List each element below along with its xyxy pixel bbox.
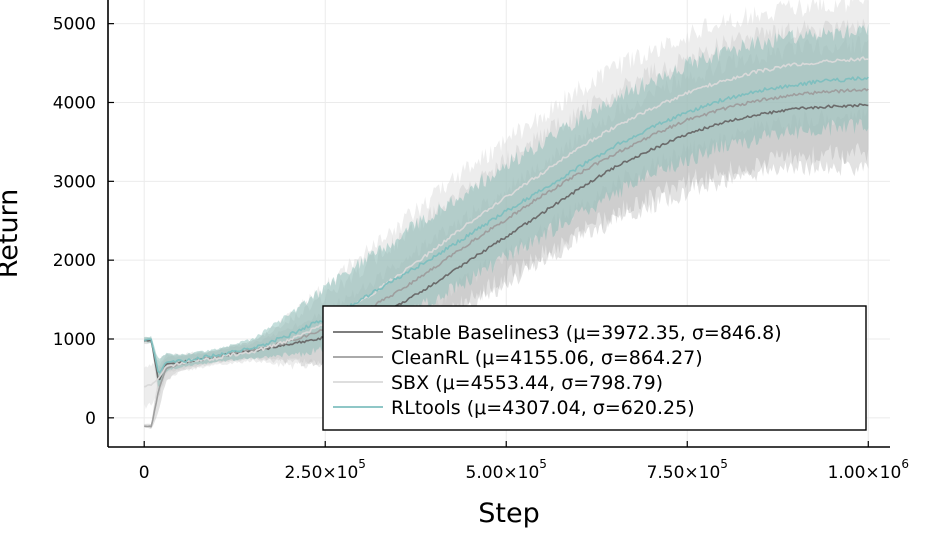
legend-label-2: SBX (μ=4553.44, σ=798.79)	[391, 372, 663, 394]
x-tick-label: 7.50×105	[647, 457, 728, 483]
x-tick-label: 2.50×105	[285, 457, 366, 483]
x-tick-exponent: 6	[901, 457, 909, 471]
x-tick-exponent: 5	[539, 457, 547, 471]
legend-label-3: RLtools (μ=4307.04, σ=620.25)	[391, 397, 695, 419]
y-tick-labels: 0 1000 2000 3000 4000 5000	[53, 15, 114, 429]
series-lines	[143, 56, 869, 428]
x-axis-title: Step	[478, 498, 539, 529]
legend-box	[322, 305, 867, 431]
legend: Stable Baselines3 (μ=3972.35, σ=846.8) Cl…	[322, 305, 867, 431]
y-tick-label: 4000	[53, 93, 96, 113]
x-tick-label: 0	[139, 463, 150, 483]
series-line-3	[144, 76, 869, 374]
legend-label-0: Stable Baselines3 (μ=3972.35, σ=846.8)	[391, 322, 782, 344]
y-axis-title: Return	[0, 189, 24, 279]
y-tick-label: 0	[85, 409, 96, 429]
x-tick-labels: 0 2.50×105 5.00×105 7.50×105 1.00×106	[139, 441, 909, 483]
x-tick-label: 5.00×105	[466, 457, 547, 483]
x-tick-label: 1.00×106	[828, 457, 909, 483]
x-tick-exponent: 5	[358, 457, 366, 471]
x-tick-exponent: 5	[720, 457, 728, 471]
series-line-2	[143, 56, 869, 388]
y-tick-label: 5000	[53, 15, 96, 35]
error-band-3	[144, 23, 869, 387]
legend-label-1: CleanRL (μ=4155.06, σ=864.27)	[391, 347, 703, 369]
y-tick-label: 2000	[53, 251, 96, 271]
y-tick-label: 1000	[53, 330, 96, 350]
y-tick-label: 3000	[53, 172, 96, 192]
